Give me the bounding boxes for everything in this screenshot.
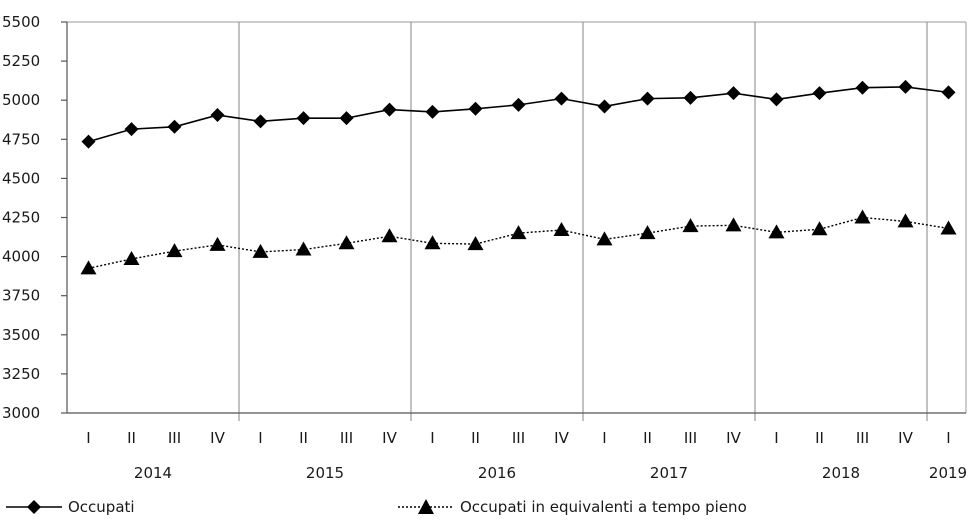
series-line-fte [88, 216, 949, 270]
legend-item-occupati: Occupati [6, 497, 135, 517]
data-point-occupati [425, 104, 440, 119]
data-point-occupati [554, 91, 569, 106]
y-tick-label: 3500 [2, 326, 40, 344]
x-quarter-label: III [512, 429, 525, 447]
data-point-fte [209, 236, 226, 251]
x-quarter-label: III [340, 429, 353, 447]
x-quarter-label: I [258, 429, 262, 447]
data-point-occupati [339, 111, 354, 126]
data-point-fte [854, 209, 871, 224]
legend-label-fte: Occupati in equivalenti a tempo pieno [460, 498, 747, 516]
y-tick-label: 4000 [2, 248, 40, 266]
data-point-occupati [855, 80, 870, 95]
data-point-fte [596, 231, 613, 246]
y-tick-label: 3000 [2, 404, 40, 422]
data-point-fte [682, 218, 699, 233]
axes-layer [61, 21, 966, 414]
x-quarter-label: IV [554, 429, 569, 447]
series-layer [80, 79, 957, 275]
y-tick-label: 3250 [2, 365, 40, 383]
y-tick-label: 4250 [2, 209, 40, 227]
data-point-fte [338, 235, 355, 250]
data-point-fte [424, 235, 441, 250]
data-point-fte [897, 213, 914, 228]
data-point-occupati [812, 86, 827, 101]
data-point-occupati [597, 99, 612, 114]
y-tick-label: 4750 [2, 130, 40, 148]
legend-item-fte: Occupati in equivalenti a tempo pieno [398, 497, 747, 517]
data-point-occupati [511, 97, 526, 112]
data-point-fte [768, 224, 785, 239]
y-tick-label: 5000 [2, 91, 40, 109]
x-quarter-label: I [430, 429, 434, 447]
data-point-fte [166, 243, 183, 258]
x-quarter-label: III [684, 429, 697, 447]
x-year-label: 2018 [822, 464, 860, 482]
y-tick-label: 5500 [2, 13, 40, 31]
data-point-fte [510, 225, 527, 240]
data-point-fte [252, 243, 269, 258]
data-point-fte [725, 217, 742, 232]
x-quarter-label: I [86, 429, 90, 447]
data-point-fte [80, 260, 97, 275]
grid-layer [67, 21, 967, 421]
data-point-fte [811, 221, 828, 236]
triangle-marker-icon [398, 499, 454, 514]
data-point-occupati [468, 101, 483, 116]
data-point-occupati [726, 86, 741, 101]
x-year-label: 2014 [134, 464, 172, 482]
data-point-occupati [124, 122, 139, 137]
x-quarter-label: I [774, 429, 778, 447]
x-quarter-label: IV [726, 429, 741, 447]
x-year-label: 2015 [306, 464, 344, 482]
y-tick-label: 3750 [2, 287, 40, 305]
x-quarter-label: III [856, 429, 869, 447]
data-point-occupati [898, 79, 913, 94]
data-point-occupati [81, 134, 96, 149]
data-point-occupati [210, 108, 225, 123]
data-point-occupati [941, 85, 956, 100]
data-point-fte [940, 220, 957, 235]
x-quarter-label: II [815, 429, 824, 447]
x-quarter-label: IV [210, 429, 225, 447]
x-quarter-label: II [127, 429, 136, 447]
data-point-occupati [769, 92, 784, 107]
data-point-fte [295, 241, 312, 256]
x-quarter-label: IV [898, 429, 913, 447]
data-point-occupati [382, 102, 397, 117]
x-year-label: 2016 [478, 464, 516, 482]
data-point-occupati [640, 91, 655, 106]
data-point-occupati [253, 114, 268, 129]
x-quarter-label: IV [382, 429, 397, 447]
x-quarter-label: II [471, 429, 480, 447]
data-point-occupati [683, 90, 698, 105]
data-point-fte [467, 236, 484, 251]
diamond-marker-icon [6, 500, 62, 514]
x-year-label: 2019 [929, 464, 967, 482]
x-quarter-label: I [946, 429, 950, 447]
y-tick-label: 4500 [2, 169, 40, 187]
x-quarter-label: II [643, 429, 652, 447]
data-point-occupati [167, 119, 182, 134]
data-point-fte [381, 228, 398, 243]
data-point-fte [123, 250, 140, 265]
x-quarter-label: I [602, 429, 606, 447]
x-quarter-label: III [168, 429, 181, 447]
legend-label-occupati: Occupati [68, 498, 135, 516]
labels-layer: 3000 3250 3500 3750 4000 4250 4500 4750 5000 5250… [2, 13, 967, 482]
x-year-label: 2017 [650, 464, 688, 482]
line-chart: 3000 3250 3500 3750 4000 4250 4500 4750 5000 5250… [2, 13, 967, 482]
y-tick-label: 5250 [2, 52, 40, 70]
data-point-occupati [296, 111, 311, 126]
data-point-fte [639, 225, 656, 240]
data-point-fte [553, 222, 570, 237]
x-quarter-label: II [299, 429, 308, 447]
